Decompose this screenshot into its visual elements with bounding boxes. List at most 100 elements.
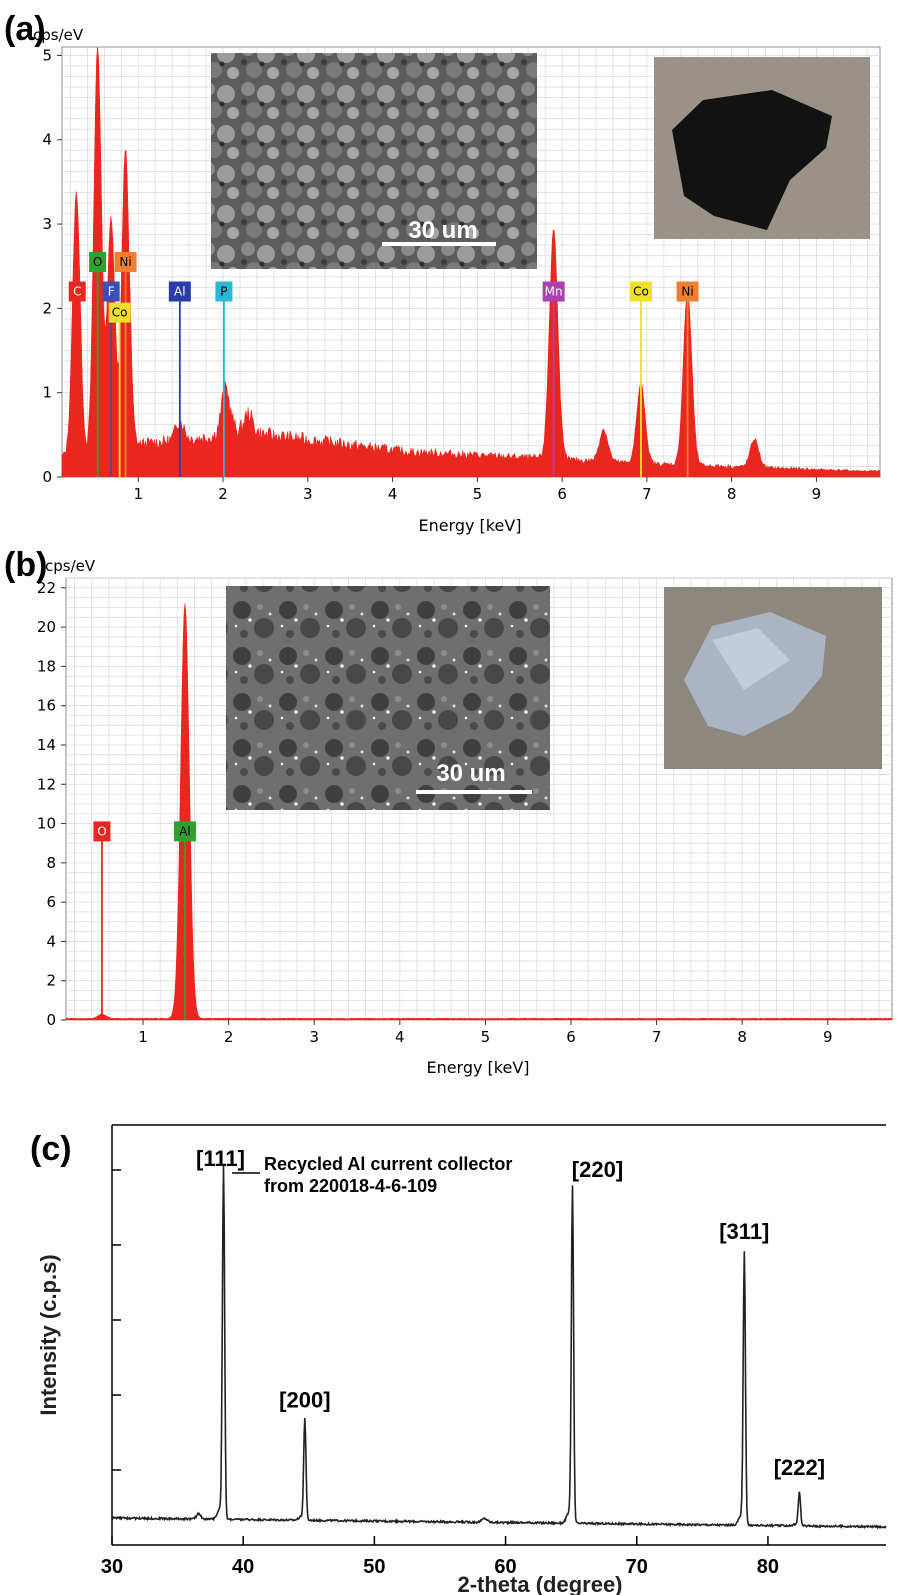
element-label: Co	[633, 285, 649, 299]
x-tick-label: 6	[566, 1028, 576, 1046]
panel-b-y-unit: cps/eV	[45, 557, 96, 575]
element-label: F	[108, 285, 115, 299]
x-tick-label: 2	[218, 485, 228, 503]
x-tick-label: 4	[395, 1028, 405, 1046]
x-tick-label: 9	[823, 1028, 833, 1046]
element-label: P	[220, 285, 227, 299]
x-tick-label: 3	[309, 1028, 319, 1046]
element-tag	[173, 821, 196, 842]
panel-b-photo-inset	[664, 587, 882, 769]
panel-c-peak-labels: [111] [200] [220] [311] [222]	[196, 1146, 825, 1480]
spectrum-area	[61, 46, 881, 478]
xrd-line	[111, 1165, 887, 1530]
spectrum-area	[65, 603, 893, 1021]
element-label: Al	[179, 824, 191, 838]
panel-b-sem-micrograph	[226, 586, 550, 810]
panel-a-eds-spectrum: (a) cps/eV C O Ni F Co Al P Mn Co Ni 1 2 3 4 5 6 7 8 9 0 1 2…	[4, 10, 881, 535]
y-tick-label: 16	[37, 697, 56, 715]
x-tick-label: 7	[652, 1028, 662, 1046]
element-tag	[68, 281, 86, 302]
x-tick-label: 5	[481, 1028, 491, 1046]
element-tag	[108, 302, 131, 323]
panel-b-letter: (b)	[4, 546, 47, 584]
panel-c-y-label: Intensity (c.p.s)	[36, 1254, 61, 1415]
element-label: O	[93, 255, 102, 269]
x-tick-label: 40	[232, 1556, 254, 1578]
element-label: C	[73, 285, 81, 299]
panel-c-xrd-pattern: (c) 30 40 50 60 70 80 [111] [200] [220] [311] [22…	[30, 1124, 887, 1595]
panel-a-axes: 1 2 3 4 5 6 7 8 9 0 1 2 3 4 5	[42, 46, 821, 503]
y-tick-label: 4	[46, 932, 56, 950]
y-tick-label: 0	[42, 468, 52, 486]
element-tag	[542, 281, 565, 302]
panel-a-element-markers: C O Ni F Co Al P Mn Co Ni	[68, 252, 699, 477]
x-tick-label: 1	[134, 485, 144, 503]
x-tick-label: 5	[473, 485, 483, 503]
panel-c-legend-line1: Recycled Al current collector	[264, 1154, 512, 1174]
element-tag	[215, 281, 233, 302]
x-tick-label: 2	[224, 1028, 234, 1046]
element-label: Ni	[681, 285, 693, 299]
x-tick-label: 4	[388, 485, 398, 503]
panel-a-letter: (a)	[4, 10, 46, 48]
panel-b-x-label: Energy [keV]	[426, 1058, 529, 1077]
y-tick-label: 2	[46, 972, 56, 990]
panel-a-x-label: Energy [keV]	[418, 516, 521, 535]
x-tick-label: 8	[737, 1028, 747, 1046]
panel-b-eds-spectrum: (b) cps/eV O Al 1 2 3 4 5 6 7 8 90246810121416182…	[4, 546, 893, 1077]
y-tick-label: 0	[46, 1011, 56, 1029]
panel-a-scale-bar	[382, 242, 496, 246]
y-tick-label: 22	[37, 579, 56, 597]
y-tick-label: 2	[42, 299, 52, 317]
x-tick-label: 8	[727, 485, 737, 503]
x-tick-label: 7	[642, 485, 652, 503]
panel-b-scale-bar	[416, 790, 532, 794]
panel-a-photo-inset	[654, 57, 870, 239]
element-label: Ni	[119, 255, 131, 269]
panel-c-ticks: 30 40 50 60 70 80	[101, 1169, 779, 1578]
panel-a-spectrum	[61, 46, 881, 478]
element-tag	[168, 281, 191, 302]
panel-a-sem-inset: 30 um	[211, 53, 537, 269]
element-tag	[93, 821, 111, 842]
xrd-peak-label: [311]	[719, 1219, 769, 1244]
y-tick-label: 3	[42, 215, 52, 233]
panel-c-legend-line2: from 220018-4-6-109	[264, 1176, 437, 1196]
panel-a-y-unit: cps/eV	[33, 26, 84, 44]
element-label: Mn	[545, 285, 563, 299]
x-tick-label: 60	[494, 1556, 516, 1578]
y-tick-label: 1	[42, 384, 52, 402]
x-tick-label: 6	[557, 485, 567, 503]
panel-b-flake-highlight	[712, 628, 790, 690]
element-tag	[102, 281, 120, 302]
panel-a-sample-flake	[672, 90, 832, 230]
y-tick-label: 12	[37, 775, 56, 793]
xrd-peak-label: [220]	[572, 1157, 623, 1182]
y-tick-label: 4	[42, 131, 52, 149]
y-tick-label: 18	[37, 657, 56, 675]
xrd-peak-label: [111]	[196, 1146, 245, 1171]
xrd-peak-label: [222]	[774, 1455, 825, 1480]
x-tick-label: 30	[101, 1556, 123, 1578]
x-tick-label: 1	[138, 1028, 148, 1046]
y-tick-label: 8	[46, 854, 56, 872]
panel-b-spectrum	[65, 603, 893, 1021]
y-tick-label: 6	[46, 893, 56, 911]
element-tag	[89, 252, 107, 272]
element-label: O	[97, 824, 106, 838]
element-label: Al	[174, 285, 186, 299]
panel-b-element-markers: O Al	[93, 821, 196, 1020]
panel-a-sem-micrograph	[211, 53, 537, 269]
panel-b-sem-inset: 30 um	[226, 586, 550, 810]
panel-a-scale-label: 30 um	[408, 217, 477, 244]
panel-c-pattern	[111, 1165, 887, 1530]
element-label: Co	[112, 306, 128, 320]
x-tick-label: 9	[812, 485, 822, 503]
y-tick-label: 14	[37, 736, 56, 754]
y-tick-label: 10	[37, 815, 56, 833]
x-tick-label: 3	[303, 485, 313, 503]
x-tick-label: 50	[363, 1556, 385, 1578]
y-tick-label: 5	[42, 46, 52, 64]
